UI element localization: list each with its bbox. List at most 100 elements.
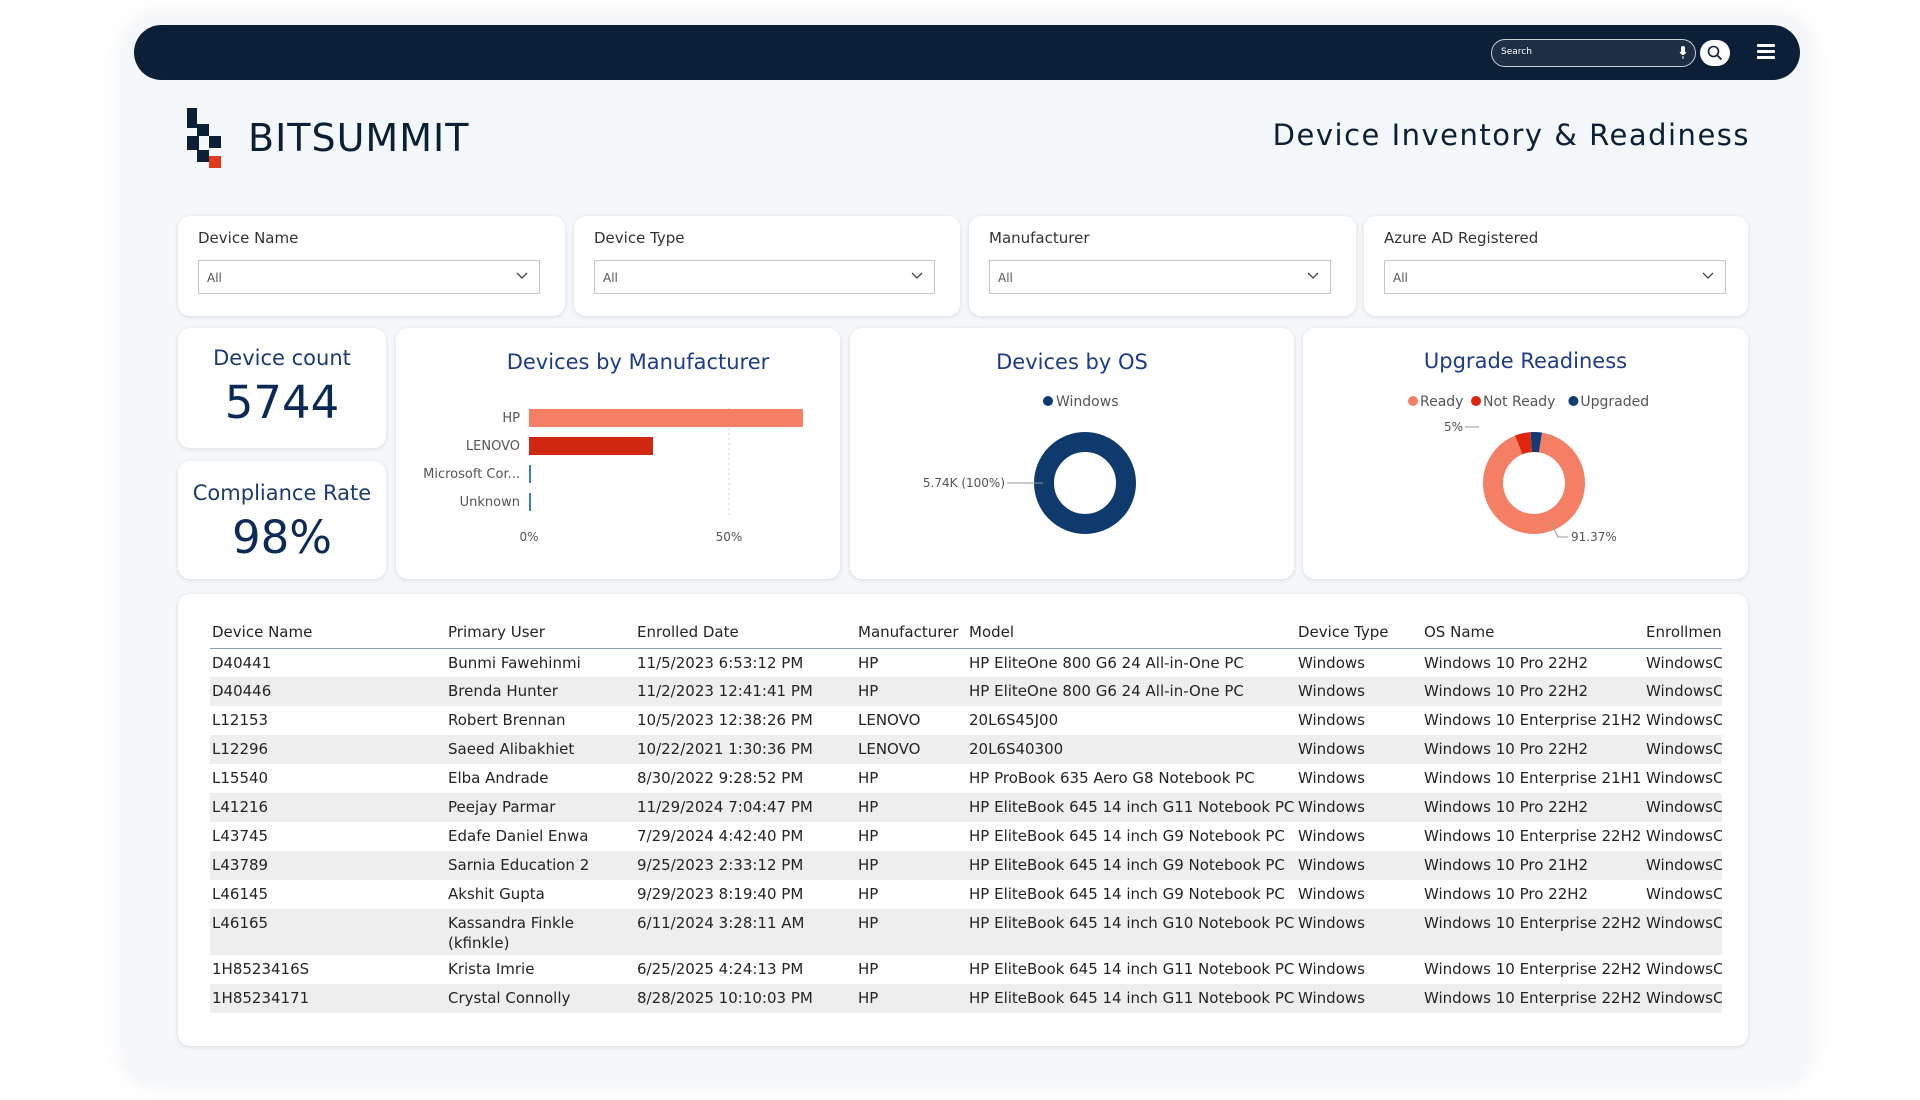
table-row[interactable]: L12153 Robert Brennan 10/5/2023 12:38:26 P… bbox=[210, 706, 1722, 735]
filter-label: Manufacturer bbox=[989, 229, 1090, 247]
table-cell: Windows bbox=[1296, 984, 1422, 1013]
table-cell: 9/25/2023 2:33:12 PM bbox=[635, 851, 856, 880]
legend-dot-windows bbox=[1043, 396, 1053, 406]
table-cell: HP EliteBook 645 14 inch G11 Notebook PC bbox=[969, 960, 1295, 978]
table-cell: HP bbox=[856, 793, 967, 822]
data-label-leader bbox=[1550, 522, 1568, 538]
column-header[interactable]: Device Name bbox=[210, 616, 446, 649]
table-cell: HP bbox=[856, 984, 967, 1013]
dropdown-value: All bbox=[1393, 271, 1408, 285]
table-row[interactable]: L41216 Peejay Parmar 11/29/2024 7:04:47 PM… bbox=[210, 793, 1722, 822]
table-cell: Bunmi Fawehinmi bbox=[448, 653, 581, 672]
table-cell: HP bbox=[856, 851, 967, 880]
readiness-donut-chart: Ready Not Ready Upgraded 5% 91.37% bbox=[1408, 394, 1649, 544]
search-icon bbox=[1707, 45, 1723, 61]
table-cell: D40446 bbox=[210, 677, 446, 706]
bitsummit-logo-icon bbox=[187, 108, 221, 168]
table-row[interactable]: 1H85234171 Crystal Connolly 8/28/2025 10:1… bbox=[210, 984, 1722, 1013]
kpi-label: Compliance Rate bbox=[192, 481, 372, 505]
table-cell: 8/30/2022 9:28:52 PM bbox=[637, 769, 804, 787]
x-tick-label: 0% bbox=[519, 530, 538, 544]
legend-label: Ready bbox=[1420, 394, 1463, 410]
table-cell: 10/22/2021 1:30:36 PM bbox=[635, 735, 856, 764]
table-row[interactable]: D40441 Bunmi Fawehinmi 11/5/2023 6:53:12 P… bbox=[210, 648, 1722, 677]
legend-dot-not-ready bbox=[1471, 396, 1481, 406]
table-cell: Windows 10 Pro 22H2 bbox=[1422, 677, 1644, 706]
table-cell: Windows bbox=[1296, 851, 1422, 880]
chart-title: Devices by OS bbox=[996, 350, 1148, 374]
table-cell: Windows 10 Enterprise 21H2 bbox=[1424, 711, 1642, 729]
table-cell: Windows bbox=[1298, 960, 1365, 978]
column-header[interactable]: Model bbox=[967, 616, 1296, 649]
table-cell: Windows 10 Enterprise 21H1 bbox=[1424, 769, 1642, 787]
table-cell: L12153 bbox=[212, 711, 269, 729]
os-chart-card: Devices by OS Windows 5.74K (100%) bbox=[850, 328, 1294, 579]
manufacturer-dropdown[interactable]: All bbox=[989, 260, 1331, 294]
table-cell: Windows bbox=[1296, 909, 1422, 955]
table-row[interactable]: L15540 Elba Andrade 8/30/2022 9:28:52 PM HP… bbox=[210, 764, 1722, 793]
table-cell: WindowsC bbox=[1644, 793, 1722, 822]
filter-device-name: Device Name All bbox=[178, 216, 565, 316]
table-cell: HP EliteBook 645 14 inch G11 Notebook PC bbox=[967, 793, 1296, 822]
table-row[interactable]: L12296 Saeed Alibakhiet 10/22/2021 1:30:36… bbox=[210, 735, 1722, 764]
table-cell: Windows bbox=[1296, 735, 1422, 764]
table-header-row: Device Name Primary User Enrolled Date Manu… bbox=[210, 616, 1722, 649]
table-cell: Krista Imrie bbox=[448, 960, 535, 978]
table-cell: L43745 bbox=[212, 827, 269, 845]
table-cell: HP EliteBook 645 14 inch G9 Notebook PC bbox=[969, 827, 1285, 845]
microphone-icon[interactable] bbox=[1679, 45, 1687, 61]
dropdown-value: All bbox=[998, 271, 1013, 285]
device-type-dropdown[interactable]: All bbox=[594, 260, 935, 294]
column-header[interactable]: Device Type bbox=[1296, 616, 1422, 649]
table-cell: HP bbox=[858, 885, 879, 903]
manufacturer-bar-chart: HP LENOVO Microsoft Cor... Unknown 0% 50% bbox=[423, 408, 803, 544]
search-input[interactable]: Search bbox=[1491, 39, 1696, 67]
legend-dot-upgraded bbox=[1568, 396, 1579, 406]
data-label: 5.74K (100%) bbox=[923, 476, 1005, 490]
column-header[interactable]: Enrolled Date bbox=[635, 616, 856, 649]
device-table-card: Device Name Primary User Enrolled Date Manu… bbox=[178, 594, 1748, 1046]
x-tick-label: 50% bbox=[716, 530, 743, 544]
table-row[interactable]: D40446 Brenda Hunter 11/2/2023 12:41:41 PM… bbox=[210, 677, 1722, 706]
column-header[interactable]: Manufacturer bbox=[856, 616, 967, 649]
azure-ad-dropdown[interactable]: All bbox=[1384, 260, 1726, 294]
table-cell: Sarnia Education 2 bbox=[446, 851, 635, 880]
table-row[interactable]: L43789 Sarnia Education 2 9/25/2023 2:33:1… bbox=[210, 851, 1722, 880]
table-cell: Windows 10 Enterprise 22H2 bbox=[1424, 827, 1642, 845]
column-header[interactable]: Enrollmen bbox=[1644, 616, 1722, 649]
column-header[interactable]: OS Name bbox=[1422, 616, 1644, 649]
table-cell: L15540 bbox=[212, 769, 269, 787]
kpi-value: 5744 bbox=[224, 376, 340, 429]
hamburger-menu-icon[interactable] bbox=[1757, 44, 1775, 60]
search-button[interactable] bbox=[1700, 40, 1730, 66]
device-table-scroll[interactable]: Device Name Primary User Enrolled Date Manu… bbox=[210, 616, 1722, 1026]
table-cell: Windows bbox=[1296, 677, 1422, 706]
dropdown-value: All bbox=[207, 271, 222, 285]
kpi-value: 98% bbox=[231, 511, 333, 564]
table-cell: Windows bbox=[1298, 769, 1365, 787]
table-cell: WindowsC bbox=[1644, 984, 1722, 1013]
table-cell: 8/28/2025 10:10:03 PM bbox=[635, 984, 856, 1013]
device-name-dropdown[interactable]: All bbox=[198, 260, 540, 294]
table-cell: Windows 10 Enterprise 22H2 bbox=[1422, 909, 1644, 955]
brand-name: BITSUMMIT bbox=[248, 116, 470, 160]
data-label: 91.37% bbox=[1571, 530, 1617, 544]
table-cell: L46145 bbox=[212, 885, 269, 903]
table-cell: LENOVO bbox=[856, 735, 967, 764]
table-cell: 7/29/2024 4:42:40 PM bbox=[637, 827, 804, 845]
table-cell: HP bbox=[858, 960, 879, 978]
table-row[interactable]: L43745 Edafe Daniel Enwa 7/29/2024 4:42:40… bbox=[210, 822, 1722, 851]
table-row[interactable]: L46145 Akshit Gupta 9/29/2023 8:19:40 PM HP… bbox=[210, 880, 1722, 909]
table-cell: Brenda Hunter bbox=[446, 677, 635, 706]
filter-label: Azure AD Registered bbox=[1384, 229, 1539, 247]
table-cell: Windows 10 Pro 22H2 bbox=[1424, 653, 1589, 672]
table-cell: Kassandra Finkle (kfinkle) bbox=[446, 909, 635, 955]
table-cell: 11/29/2024 7:04:47 PM bbox=[635, 793, 856, 822]
search-placeholder: Search bbox=[1501, 47, 1532, 57]
table-cell: HP EliteBook 645 14 inch G9 Notebook PC bbox=[969, 885, 1285, 903]
table-cell: 9/29/2023 8:19:40 PM bbox=[637, 885, 804, 903]
table-row[interactable]: L46165 Kassandra Finkle (kfinkle) 6/11/202… bbox=[210, 909, 1722, 955]
table-cell: Windows bbox=[1298, 827, 1365, 845]
column-header[interactable]: Primary User bbox=[446, 616, 635, 649]
table-row[interactable]: 1H8523416S Krista Imrie 6/25/2025 4:24:13 … bbox=[210, 955, 1722, 984]
